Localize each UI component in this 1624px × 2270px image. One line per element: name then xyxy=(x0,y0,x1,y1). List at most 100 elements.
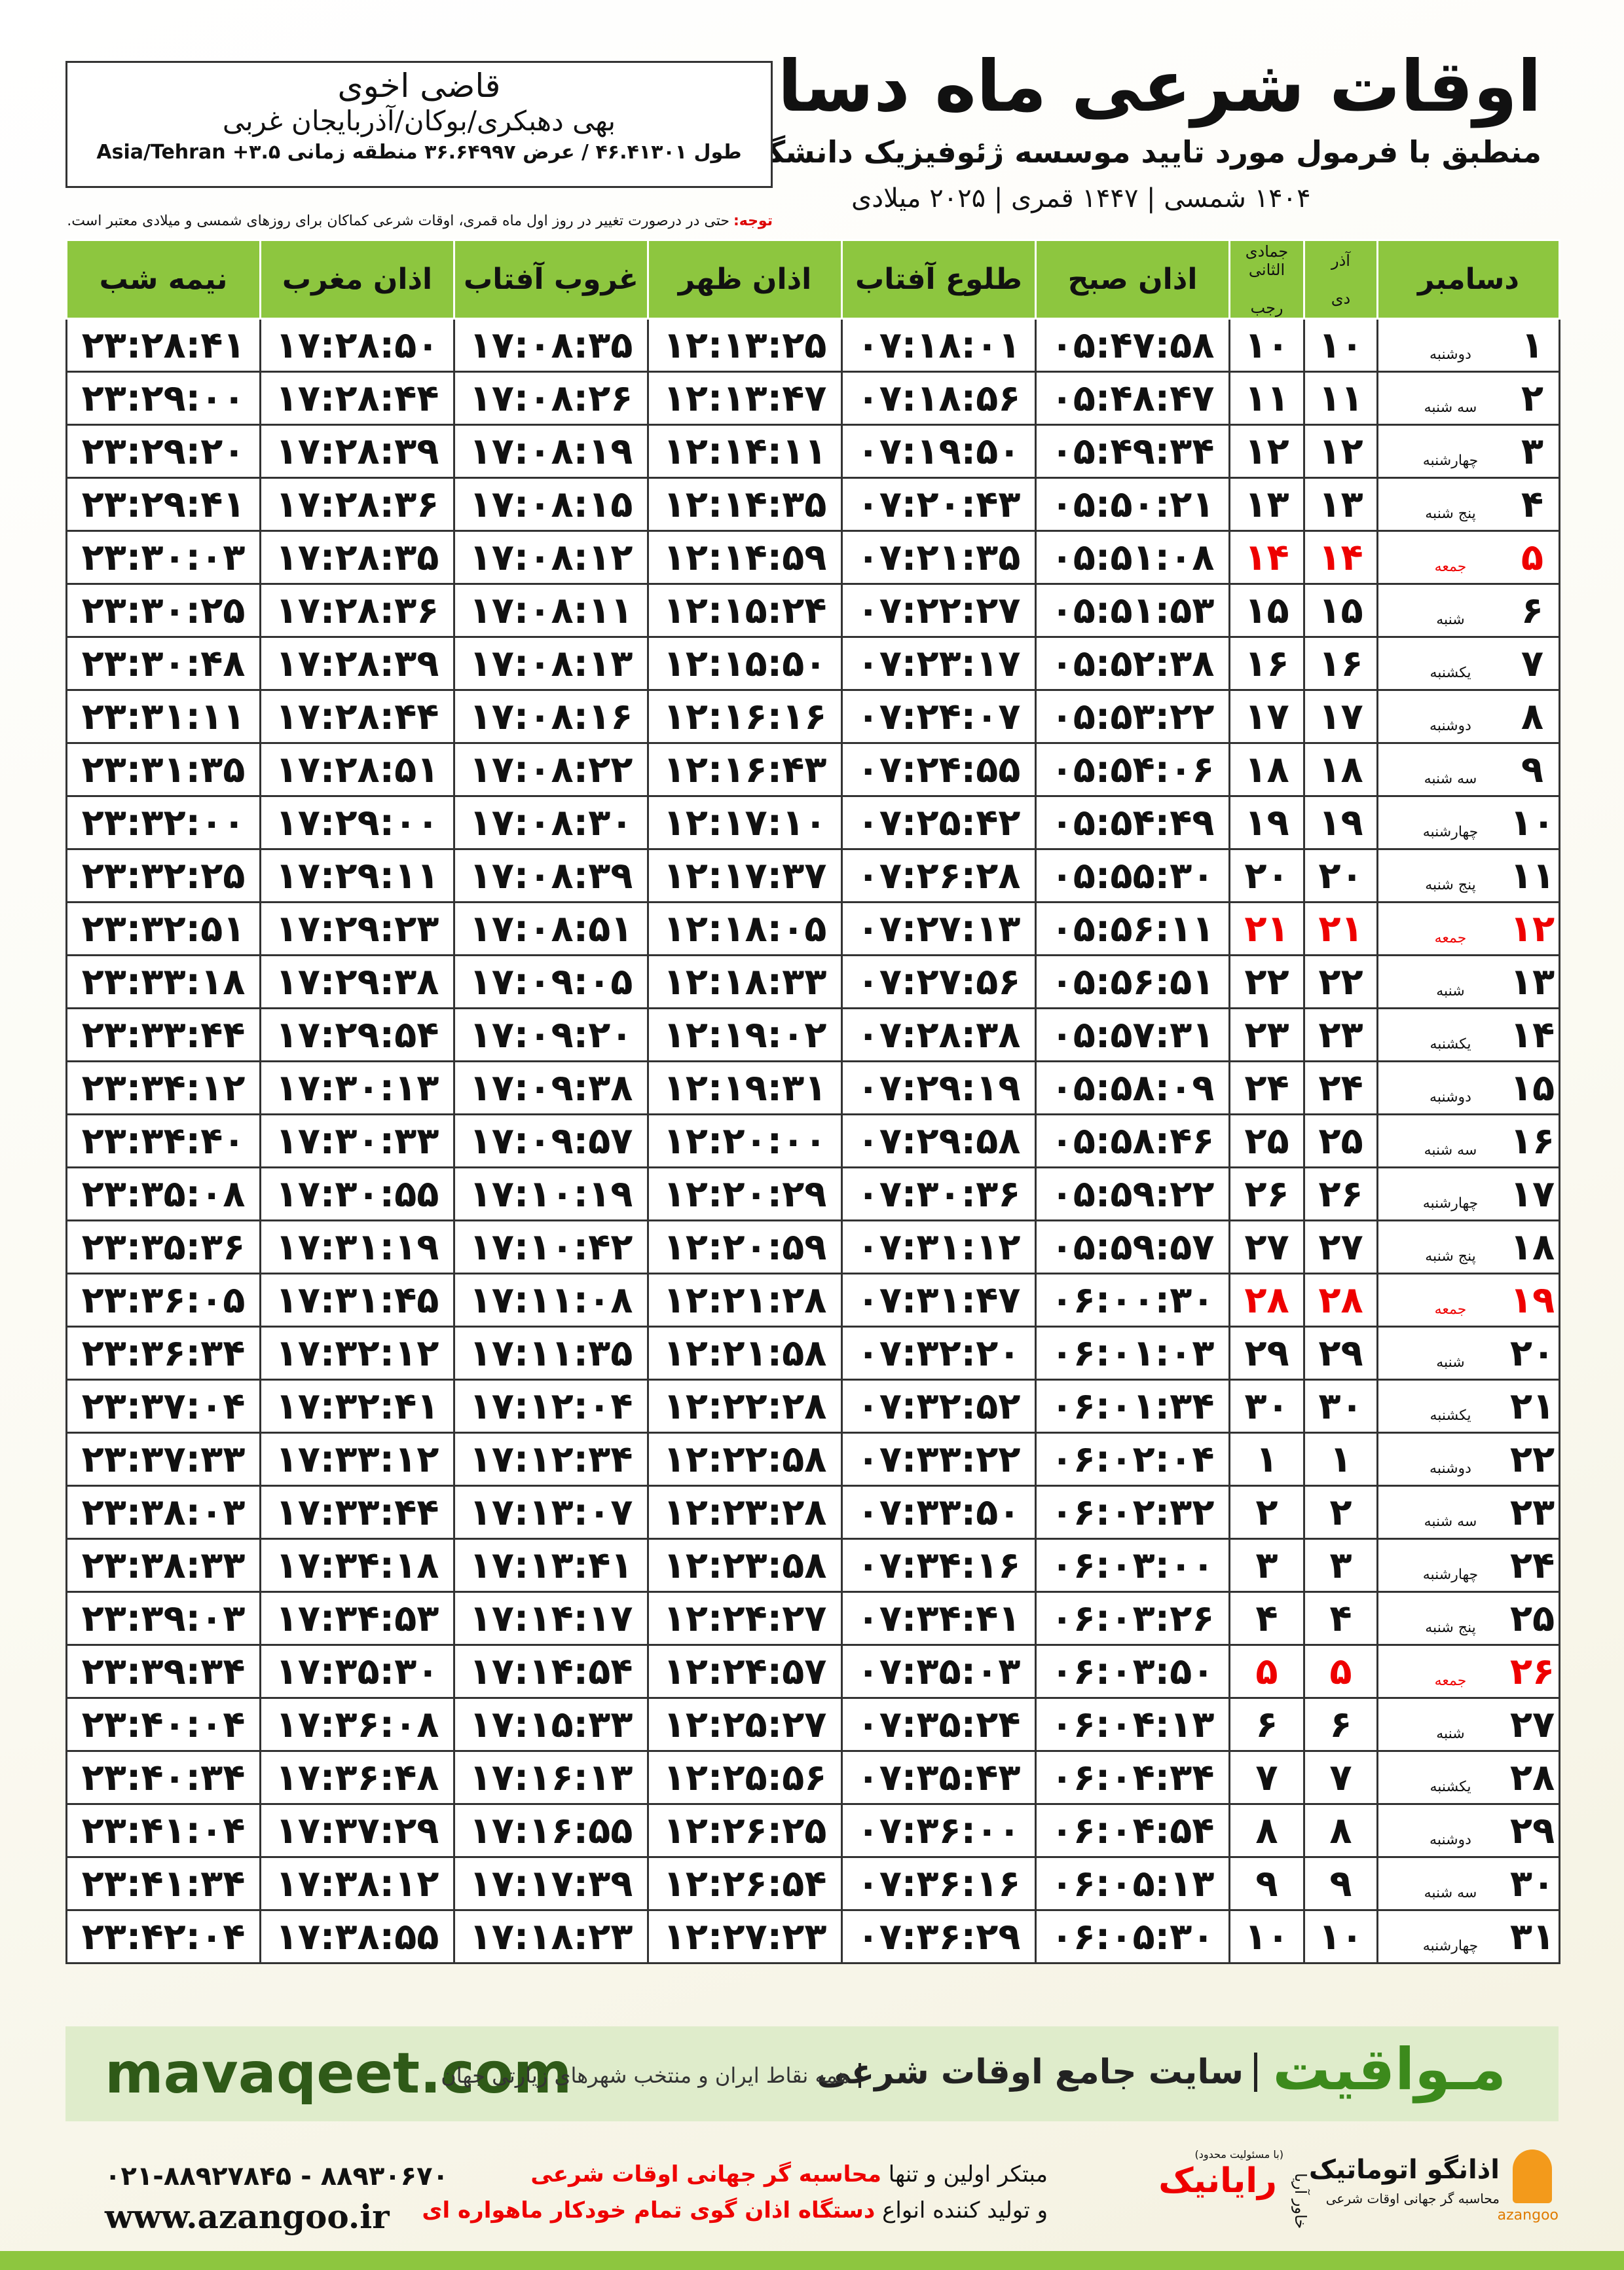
midnight: ۲۳:۳۹:۳۴ xyxy=(65,1644,261,1699)
lunar-day: ۴ xyxy=(1228,1591,1305,1646)
table-row: ۱۰چهارشنبه ۱۹ ۱۹ ۰۵:۵۴:۴۹ ۰۷:۲۵:۴۲ ۱۲:۱۷:۱۰ ۱۷… xyxy=(65,795,1560,850)
maghrib: ۱۷:۳۴:۱۸ xyxy=(259,1538,455,1593)
maghrib: ۱۷:۲۹:۰۰ xyxy=(259,795,455,850)
sunset: ۱۷:۰۸:۱۲ xyxy=(453,530,649,585)
fajr: ۰۵:۵۱:۰۸ xyxy=(1035,530,1230,585)
day-number: ۴ xyxy=(1521,483,1544,526)
sunset: ۱۷:۰۸:۵۱ xyxy=(453,901,649,956)
footer-text: مبتکر اولین و تنها xyxy=(888,2161,1048,2187)
sunrise: ۰۷:۳۶:۲۹ xyxy=(841,1909,1037,1964)
rayanik-note: (با مسئولیت محدود) xyxy=(1194,2148,1283,2161)
maghrib: ۱۷:۲۹:۱۱ xyxy=(259,848,455,903)
dhuhr: ۱۲:۲۳:۲۸ xyxy=(647,1485,843,1540)
sunset: ۱۷:۰۹:۲۰ xyxy=(453,1007,649,1062)
maghrib: ۱۷:۳۶:۰۸ xyxy=(259,1697,455,1752)
solar-day: ۶ xyxy=(1303,1697,1378,1752)
day-number: ۳۰ xyxy=(1509,1862,1555,1905)
sunrise: ۰۷:۳۱:۱۲ xyxy=(841,1219,1037,1275)
solar-day: ۲ xyxy=(1303,1485,1378,1540)
sunrise: ۰۷:۳۵:۰۳ xyxy=(841,1644,1037,1699)
dhuhr: ۱۲:۲۵:۲۷ xyxy=(647,1697,843,1752)
day-number: ۲۵ xyxy=(1509,1597,1555,1640)
solar-day: ۲۲ xyxy=(1303,954,1378,1009)
banner: mavaqeet.com مـواقیت سایت جامع اوقات شرع… xyxy=(65,2026,1559,2121)
month-cell: ۲ سه شنبه xyxy=(1376,371,1560,426)
dhuhr: ۱۲:۲۰:۵۹ xyxy=(647,1219,843,1275)
maghrib: ۱۷:۳۶:۴۸ xyxy=(259,1750,455,1805)
footer-highlight: دستگاه اذان گوی تمام خودکار ماهواره ای xyxy=(422,2197,876,2223)
rayanik-logo: رایانیک xyxy=(1158,2161,1277,2201)
lunar-day: ۲۴ xyxy=(1228,1060,1305,1115)
solar-day: ۴ xyxy=(1303,1591,1378,1646)
sunrise: ۰۷:۲۳:۱۷ xyxy=(841,636,1037,691)
sunset: ۱۷:۰۸:۳۹ xyxy=(453,848,649,903)
solar-day: ۱۲ xyxy=(1303,424,1378,479)
dhuhr: ۱۲:۲۳:۵۸ xyxy=(647,1538,843,1593)
maghrib: ۱۷:۲۸:۴۴ xyxy=(259,371,455,426)
solar-day: ۱۷ xyxy=(1303,689,1378,744)
weekday: جمعه xyxy=(1434,929,1467,946)
fajr: ۰۵:۵۶:۵۱ xyxy=(1035,954,1230,1009)
month-cell: ۳۰ سه شنبه xyxy=(1376,1856,1560,1911)
day-number: ۱۳ xyxy=(1509,960,1555,1003)
weekday: دوشنبه xyxy=(1430,1460,1471,1477)
weekday: پنج شنبه xyxy=(1425,876,1476,893)
weekday: سه شنبه xyxy=(1424,1142,1477,1159)
day-number: ۱۵ xyxy=(1509,1066,1555,1109)
weekday: یکشنبه xyxy=(1430,1778,1471,1795)
dhuhr: ۱۲:۱۹:۰۲ xyxy=(647,1007,843,1062)
maghrib: ۱۷:۳۸:۵۵ xyxy=(259,1909,455,1964)
weekday: چهارشنبه xyxy=(1422,452,1479,469)
table-row: ۲سه شنبه ۱۱ ۱۱ ۰۵:۴۸:۴۷ ۰۷:۱۸:۵۶ ۱۲:۱۳:۴۷ ۱۷:۰… xyxy=(65,371,1560,426)
dhuhr: ۱۲:۲۱:۲۸ xyxy=(647,1273,843,1328)
solar-day: ۲۴ xyxy=(1303,1060,1378,1115)
lunar-day: ۱۰ xyxy=(1228,1909,1305,1964)
midnight: ۲۳:۴۱:۰۴ xyxy=(65,1803,261,1858)
weekday: شنبه xyxy=(1436,1725,1465,1742)
sunset: ۱۷:۰۸:۲۶ xyxy=(453,371,649,426)
sunset: ۱۷:۰۹:۳۸ xyxy=(453,1060,649,1115)
sunrise: ۰۷:۲۰:۴۳ xyxy=(841,477,1037,532)
month-cell: ۱۳ شنبه xyxy=(1376,954,1560,1009)
note-label: توجه: xyxy=(733,213,773,229)
fajr: ۰۵:۵۴:۴۹ xyxy=(1035,795,1230,850)
weekday: دوشنبه xyxy=(1430,346,1471,363)
maghrib: ۱۷:۳۳:۴۴ xyxy=(259,1485,455,1540)
table-row: ۳۰سه شنبه ۹ ۹ ۰۶:۰۵:۱۳ ۰۷:۳۶:۱۶ ۱۲:۲۶:۵۴ ۱۷:۱۷… xyxy=(65,1856,1560,1911)
maghrib: ۱۷:۲۹:۳۸ xyxy=(259,954,455,1009)
dhuhr: ۱۲:۲۴:۵۷ xyxy=(647,1644,843,1699)
fajr: ۰۶:۰۲:۳۲ xyxy=(1035,1485,1230,1540)
dhuhr: ۱۲:۱۵:۲۴ xyxy=(647,583,843,638)
weekday: یکشنبه xyxy=(1430,1407,1471,1424)
header-month: دسامبر xyxy=(1376,239,1560,320)
lunar-day: ۲۰ xyxy=(1228,848,1305,903)
lunar-day: ۳۰ xyxy=(1228,1379,1305,1434)
dhuhr: ۱۲:۱۹:۳۱ xyxy=(647,1060,843,1115)
header-midnight: نیمه شب xyxy=(65,239,261,320)
midnight: ۲۳:۳۶:۰۵ xyxy=(65,1273,261,1328)
rayanik-sub: خاور آریا xyxy=(1291,2173,1310,2229)
day-number: ۲۹ xyxy=(1509,1809,1555,1852)
dhuhr: ۱۲:۱۴:۳۵ xyxy=(647,477,843,532)
header-lunar: جمادی الثانی رجب xyxy=(1228,239,1305,320)
lunar-day: ۲۸ xyxy=(1228,1273,1305,1328)
solar-day: ۲۹ xyxy=(1303,1326,1378,1381)
sunrise: ۰۷:۳۶:۰۰ xyxy=(841,1803,1037,1858)
month-cell: ۱۰ چهارشنبه xyxy=(1376,795,1560,850)
sunset: ۱۷:۱۴:۱۷ xyxy=(453,1591,649,1646)
month-cell: ۲۳ سه شنبه xyxy=(1376,1485,1560,1540)
dhuhr: ۱۲:۱۷:۳۷ xyxy=(647,848,843,903)
sunset: ۱۷:۱۲:۳۴ xyxy=(453,1432,649,1487)
solar-day: ۵ xyxy=(1303,1644,1378,1699)
fajr: ۰۵:۵۶:۱۱ xyxy=(1035,901,1230,956)
table-row: ۱۹جمعه ۲۸ ۲۸ ۰۶:۰۰:۳۰ ۰۷:۳۱:۴۷ ۱۲:۲۱:۲۸ ۱۷:۱۱:… xyxy=(65,1273,1560,1328)
lunar-day: ۸ xyxy=(1228,1803,1305,1858)
sunset: ۱۷:۱۱:۳۵ xyxy=(453,1326,649,1381)
banner-url: mavaqeet.com xyxy=(105,2041,572,2106)
sunset: ۱۷:۰۸:۱۶ xyxy=(453,689,649,744)
fajr: ۰۶:۰۰:۳۰ xyxy=(1035,1273,1230,1328)
solar-day: ۲۰ xyxy=(1303,848,1378,903)
lunar-day: ۱۳ xyxy=(1228,477,1305,532)
table-row: ۷یکشنبه ۱۶ ۱۶ ۰۵:۵۲:۳۸ ۰۷:۲۳:۱۷ ۱۲:۱۵:۵۰ ۱۷:۰۸… xyxy=(65,636,1560,691)
sunrise: ۰۷:۲۹:۱۹ xyxy=(841,1060,1037,1115)
